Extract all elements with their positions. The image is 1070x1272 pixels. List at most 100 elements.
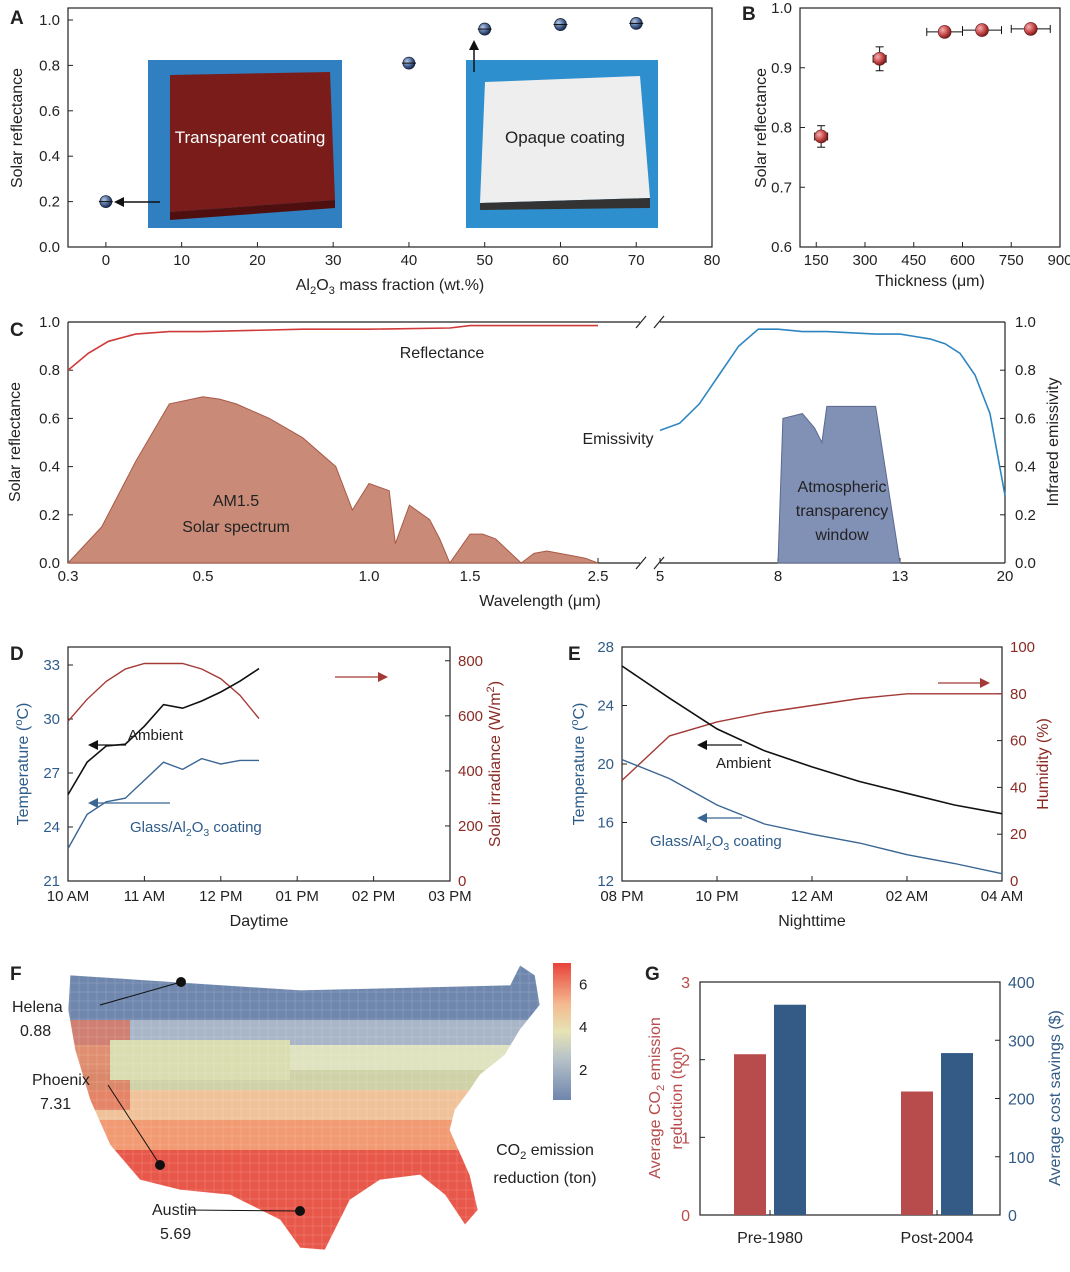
x-axis-label: Wavelength (μm) [479,593,601,610]
solar-irradiance-line [67,662,260,722]
y-tick-label-right: 400 [458,763,483,780]
city-value-label: 5.69 [160,1226,191,1243]
y-tick-label-right: 40 [1010,779,1027,796]
x-tick-label: Post-2004 [901,1230,974,1247]
y-tick-label-left: 24 [597,698,614,715]
colorbar-label: reduction (ton) [493,1170,596,1187]
data-point [872,51,887,66]
y-axis-label-left: Temperature (oC) [13,703,32,826]
x-tick-label: 10 PM [695,888,738,905]
y-tick-label-left: 3 [681,975,690,992]
arrow-head [697,740,707,750]
x-tick-label: 01 PM [276,888,319,905]
panel-letter-e: E [568,644,581,665]
y-tick-label-right: 300 [1008,1033,1035,1050]
panel-letter-a: A [10,8,24,29]
y-tick-label: 0.2 [39,194,60,211]
x-tick-label: 10 AM [47,888,90,905]
x-tick-label: 0.3 [58,568,79,585]
map-region-band [68,1090,540,1120]
city-leader-line [107,1084,161,1166]
coating-label: Glass/Al2O3 coating [650,833,782,853]
panel-d: 10 AM 11 AM 12 PM 01 PM 02 PM 03 PM 21 24 27 30 33… [10,644,504,930]
x-tick-label: Pre-1980 [737,1230,803,1247]
y-tick-label-right: 0 [1008,1208,1017,1225]
y-tick-label-right: 200 [1008,1092,1035,1109]
colorbar-tick-label: 4 [579,1019,587,1036]
city-marker [176,977,186,987]
y-tick-label-left: 20 [597,756,614,773]
am15-label: Solar spectrum [182,519,290,536]
plot-frame [67,646,451,882]
ambient-line [67,667,260,796]
x-tick-label: 300 [852,252,877,269]
ambient-line [621,665,1003,815]
axis-break [635,556,647,570]
y-axis-label: Solar reflectance [9,68,26,188]
plot-frame [799,7,1061,248]
panel-c: 0.0 0.0 0.2 0.2 0.4 0.4 0.6 0.6 0.8 0.8 1.0 1.0 0.3 0… [7,314,1062,610]
y-tick-label: 1.0 [771,0,792,17]
bar-cost [941,1053,973,1215]
atmospheric-window-area [777,405,901,564]
y-tick-label: 0.9 [771,60,792,77]
colorbar [553,963,571,1100]
y-axis-label-left: Average CO2 emission [647,1017,667,1179]
y-tick-label-right: 0 [458,873,466,890]
x-tick-label: 70 [628,252,645,269]
x-tick-label: 80 [704,252,721,269]
y-axis-label-right: Average cost savings ($) [1047,1010,1064,1186]
x-tick-label: 20 [997,568,1014,585]
y-tick-label-right: 400 [1008,975,1035,992]
x-tick-label: 12 PM [199,888,242,905]
y-tick-label-left: 0.4 [39,459,60,476]
coating-line [621,758,1003,875]
map-region-west [110,1040,290,1080]
y-tick-label: 0.7 [771,179,792,196]
axis-break [653,315,665,329]
plot-frame [67,7,713,248]
bar-co2 [734,1054,766,1215]
x-axis-label: Daytime [230,913,289,930]
arrow-head [88,740,98,750]
colorbar-tick-label: 2 [579,1062,587,1079]
x-tick-label: 900 [1047,252,1070,269]
red-coating-edge [170,200,335,220]
emissivity-line [659,328,1006,496]
data-point [975,23,989,37]
y-tick-label: 1.0 [39,12,60,29]
y-tick-label-left: 30 [43,711,60,728]
x-tick-label: 03 PM [428,888,471,905]
x-tick-label: 1.0 [359,568,380,585]
x-tick-label: 5 [656,568,664,585]
y-axis-label: Solar reflectance [753,68,770,188]
panel-f: F Helena 0.88 Phoenix 7.31 Austin 5.69 2 4 6 CO2 e… [10,963,597,1251]
x-tick-label: 1.5 [460,568,481,585]
y-tick-label-left: 24 [43,819,60,836]
y-tick-label-right: 0 [1010,873,1018,890]
reflectance-label: Reflectance [400,345,485,362]
city-name-label: Helena [12,999,63,1016]
city-marker [155,1160,165,1170]
panel-e: 08 PM 10 PM 12 AM 02 AM 04 AM 12 16 20 24 28 0 20 40… [568,639,1052,930]
data-point [937,25,952,39]
white-coating-sample [480,76,650,203]
arrow-head [378,672,388,682]
map-fill [68,965,540,1250]
y-axis-label-right: Solar irradiance (W/m2) [485,681,504,847]
x-tick-label: 02 AM [886,888,929,905]
y-tick-label-left: 1 [681,1130,690,1147]
x-tick-label: 750 [999,252,1024,269]
y-tick-label-right: 20 [1010,826,1027,843]
y-tick-label-right: 600 [458,708,483,725]
humidity-line [621,693,1002,781]
x-tick-label: 13 [892,568,909,585]
axis-break [653,556,665,570]
y-tick-label-right: 60 [1010,733,1027,750]
axis-break [635,315,647,329]
x-tick-label: 04 AM [981,888,1024,905]
panel-a: Transparent coating Opaque coating 0 10 20 30… [9,7,721,297]
coating-line [67,757,259,849]
arrow-head [980,678,990,688]
